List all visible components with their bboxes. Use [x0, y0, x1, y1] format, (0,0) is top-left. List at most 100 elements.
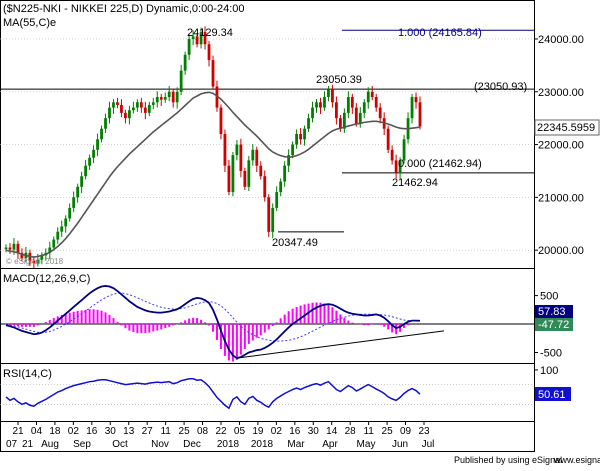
- candle-body: [88, 157, 91, 166]
- annotation-high: 24129.34: [187, 27, 233, 39]
- candle-body: [362, 102, 366, 113]
- candle-body: [120, 104, 123, 113]
- rsi-title: RSI(14,C): [3, 368, 52, 380]
- x-tick-label-month: 2018: [251, 439, 274, 450]
- candle-body: [124, 112, 127, 119]
- candle-body: [20, 252, 24, 259]
- y-tick-label: 22000.00: [538, 140, 584, 152]
- candle-body: [219, 107, 223, 134]
- x-tick-label-month: 07: [6, 439, 18, 450]
- x-tick-label-day: 08: [197, 426, 209, 437]
- x-tick-label-month: Apr: [322, 439, 338, 450]
- ma-line: [5, 91, 421, 258]
- x-tick-label-month: Aug: [41, 439, 59, 450]
- macd-title: MACD(12,26,9,C): [3, 273, 90, 285]
- chart-title: ($N225-NKI - NIKKEI 225,D) Dynamic,0:00-…: [3, 3, 245, 15]
- x-tick-label-day: 02: [271, 426, 283, 437]
- price-tag: [534, 119, 600, 136]
- grid: [0, 38, 534, 251]
- candle-body: [32, 260, 36, 264]
- candle-body: [311, 107, 314, 119]
- signal-line: [5, 292, 421, 342]
- x-tick-label-day: 11: [363, 426, 374, 437]
- candle-body: [374, 97, 378, 108]
- footer-published: Published by using eSignal: [454, 455, 562, 465]
- rsi-value-tag: [535, 387, 571, 401]
- macd-line: [5, 285, 421, 360]
- candle-body: [80, 176, 84, 187]
- candle-body: [195, 36, 199, 45]
- candle-body: [211, 60, 215, 87]
- candle-body: [72, 197, 76, 208]
- candle-body: [187, 38, 191, 55]
- signal-value-tag: [535, 318, 573, 331]
- candle-body: [159, 97, 163, 100]
- candle-body: [203, 32, 207, 45]
- x-tick-label-month: Jul: [422, 439, 435, 450]
- candle-body: [139, 102, 143, 108]
- candle-body: [335, 102, 338, 119]
- candle-body: [155, 97, 159, 103]
- x-tick-label-day: 11: [160, 426, 171, 437]
- candle-body: [398, 160, 402, 173]
- candle-body: [279, 181, 283, 193]
- candle-body: [331, 89, 334, 103]
- candle-body: [315, 102, 318, 108]
- macd: [0, 285, 534, 362]
- annotation-swing-low: 21462.94: [392, 177, 438, 189]
- x-tick-label-month: Oct: [112, 439, 128, 450]
- candle-body: [56, 231, 60, 240]
- x-tick-label-month: 2018: [217, 439, 240, 450]
- candle-body: [410, 97, 414, 119]
- candle-body: [227, 165, 231, 193]
- candle-body: [402, 139, 406, 161]
- annotation-level-23050: (23050.93): [474, 81, 527, 93]
- candle-body: [263, 176, 267, 198]
- candle-body: [40, 255, 44, 260]
- candle-body: [12, 243, 16, 250]
- time-axis-panel: [0, 421, 535, 452]
- candle-body: [191, 36, 195, 39]
- candle-body: [76, 186, 80, 198]
- candle-body: [291, 144, 295, 156]
- footer-source: www.esignal.com: [553, 455, 600, 465]
- candle-body: [128, 110, 131, 119]
- candle-body: [366, 91, 370, 103]
- x-axis: 21 04 18 02 16 30 13 27 11 25 08 22 05 19 02 16 30 14 28 11…: [6, 421, 434, 450]
- annotation-fib-0: 0.000 (21462.94): [398, 158, 482, 170]
- macd-value-tag: [535, 305, 573, 318]
- candle-body: [239, 144, 243, 171]
- candle-body: [131, 107, 135, 111]
- watermark: © eSignal, 2018: [6, 257, 64, 266]
- x-tick-label-day: 21: [12, 426, 24, 437]
- x-tick-label-day: 16: [86, 426, 98, 437]
- candle-body: [16, 243, 20, 253]
- y-tick-label: 20000.00: [538, 245, 584, 257]
- y-tick-label: 24000.00: [538, 34, 584, 46]
- x-tick-label-day: 13: [123, 426, 135, 437]
- candle-body: [378, 107, 382, 119]
- annotation-low: 20347.49: [272, 237, 318, 249]
- x-tick-label-day: 19: [252, 426, 264, 437]
- candle-body: [92, 149, 95, 158]
- candle-body: [354, 107, 358, 124]
- rsi-y-tick-label: 100: [540, 365, 558, 377]
- candle-body: [350, 97, 354, 108]
- candle-body: [338, 118, 342, 129]
- candle-body: [414, 97, 418, 103]
- candle-body: [231, 155, 235, 193]
- candle-body: [287, 155, 291, 166]
- candle-body: [323, 97, 326, 108]
- macd-y-tick-label: 500: [540, 291, 558, 303]
- candle-body: [207, 44, 211, 61]
- candle-body: [60, 226, 64, 232]
- x-tick-label-day: 09: [400, 426, 412, 437]
- x-tick-label-month: Nov: [151, 439, 169, 450]
- x-tick-label-day: 14: [326, 426, 338, 437]
- candle-body: [390, 149, 394, 161]
- candle-body: [179, 70, 183, 92]
- x-tick-label-month: 21: [22, 439, 34, 450]
- x-tick-label-day: 16: [289, 426, 301, 437]
